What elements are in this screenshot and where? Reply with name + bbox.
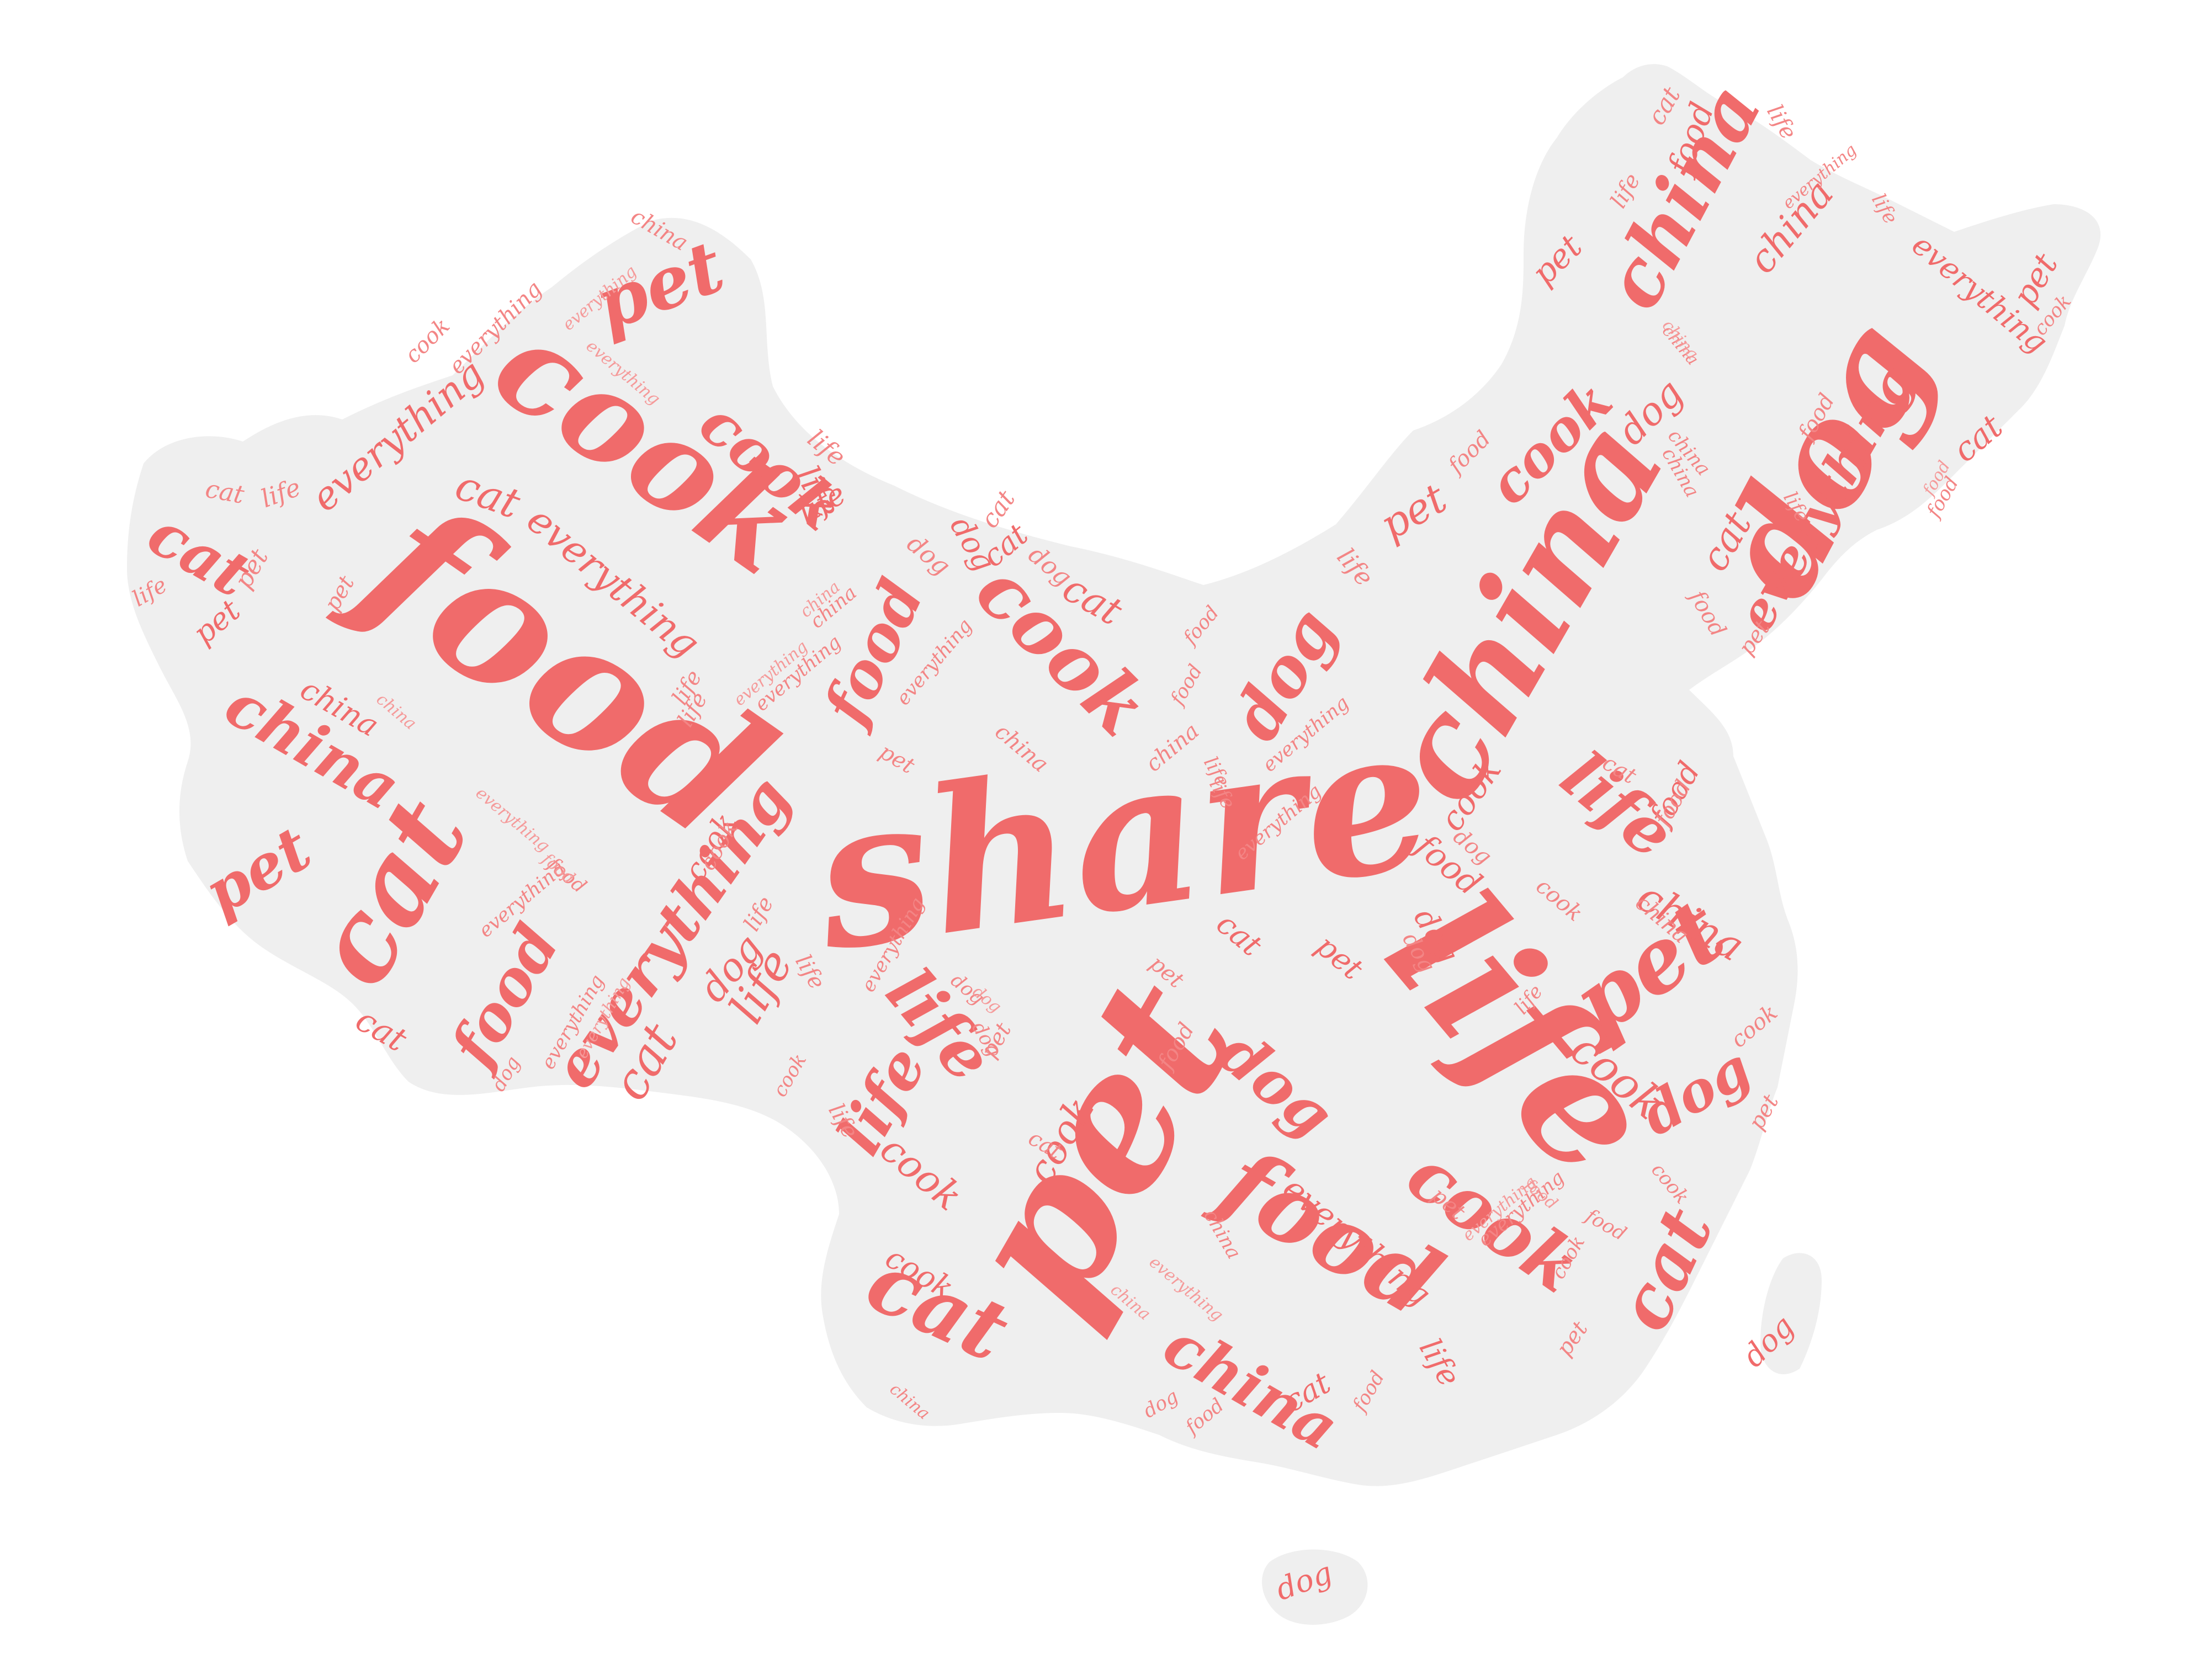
china-map-silhouette: [127, 64, 2101, 1625]
word-cloud-words: share food pet life china dog cook cat f…: [128, 70, 2076, 1607]
word-cat: cat: [203, 474, 247, 510]
mainland-shape: [127, 64, 2101, 1486]
taiwan-shape: [1760, 1253, 1822, 1374]
hainan-shape: [1262, 1549, 1368, 1625]
